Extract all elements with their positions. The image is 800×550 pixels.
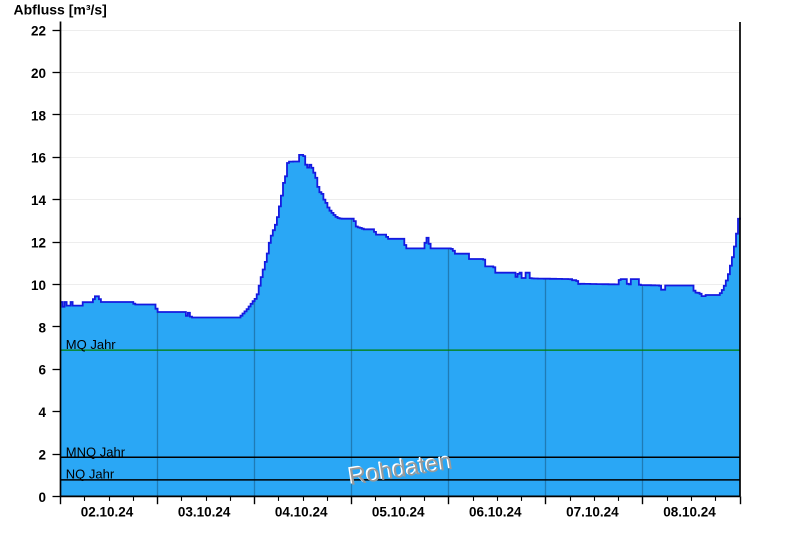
- svg-text:NQ Jahr: NQ Jahr: [66, 466, 115, 481]
- svg-text:MQ Jahr: MQ Jahr: [66, 337, 117, 352]
- svg-text:22: 22: [31, 24, 46, 39]
- svg-text:Abfluss [m³/s]: Abfluss [m³/s]: [14, 2, 107, 18]
- svg-text:16: 16: [31, 151, 47, 166]
- svg-text:04.10.24: 04.10.24: [275, 504, 328, 519]
- svg-text:06.10.24: 06.10.24: [469, 504, 522, 519]
- svg-text:0: 0: [38, 490, 46, 505]
- svg-text:08.10.24: 08.10.24: [663, 504, 716, 519]
- svg-text:14: 14: [31, 193, 47, 208]
- svg-text:03.10.24: 03.10.24: [178, 504, 231, 519]
- svg-text:02.10.24: 02.10.24: [81, 504, 134, 519]
- svg-text:18: 18: [31, 108, 47, 123]
- svg-text:8: 8: [38, 320, 46, 335]
- svg-text:12: 12: [31, 236, 46, 251]
- svg-text:07.10.24: 07.10.24: [566, 504, 619, 519]
- svg-text:10: 10: [31, 278, 46, 293]
- svg-text:4: 4: [38, 405, 46, 420]
- svg-text:MNQ Jahr: MNQ Jahr: [66, 444, 126, 459]
- svg-text:20: 20: [31, 66, 46, 81]
- svg-text:05.10.24: 05.10.24: [372, 504, 425, 519]
- svg-text:2: 2: [38, 448, 46, 463]
- svg-text:6: 6: [38, 363, 46, 378]
